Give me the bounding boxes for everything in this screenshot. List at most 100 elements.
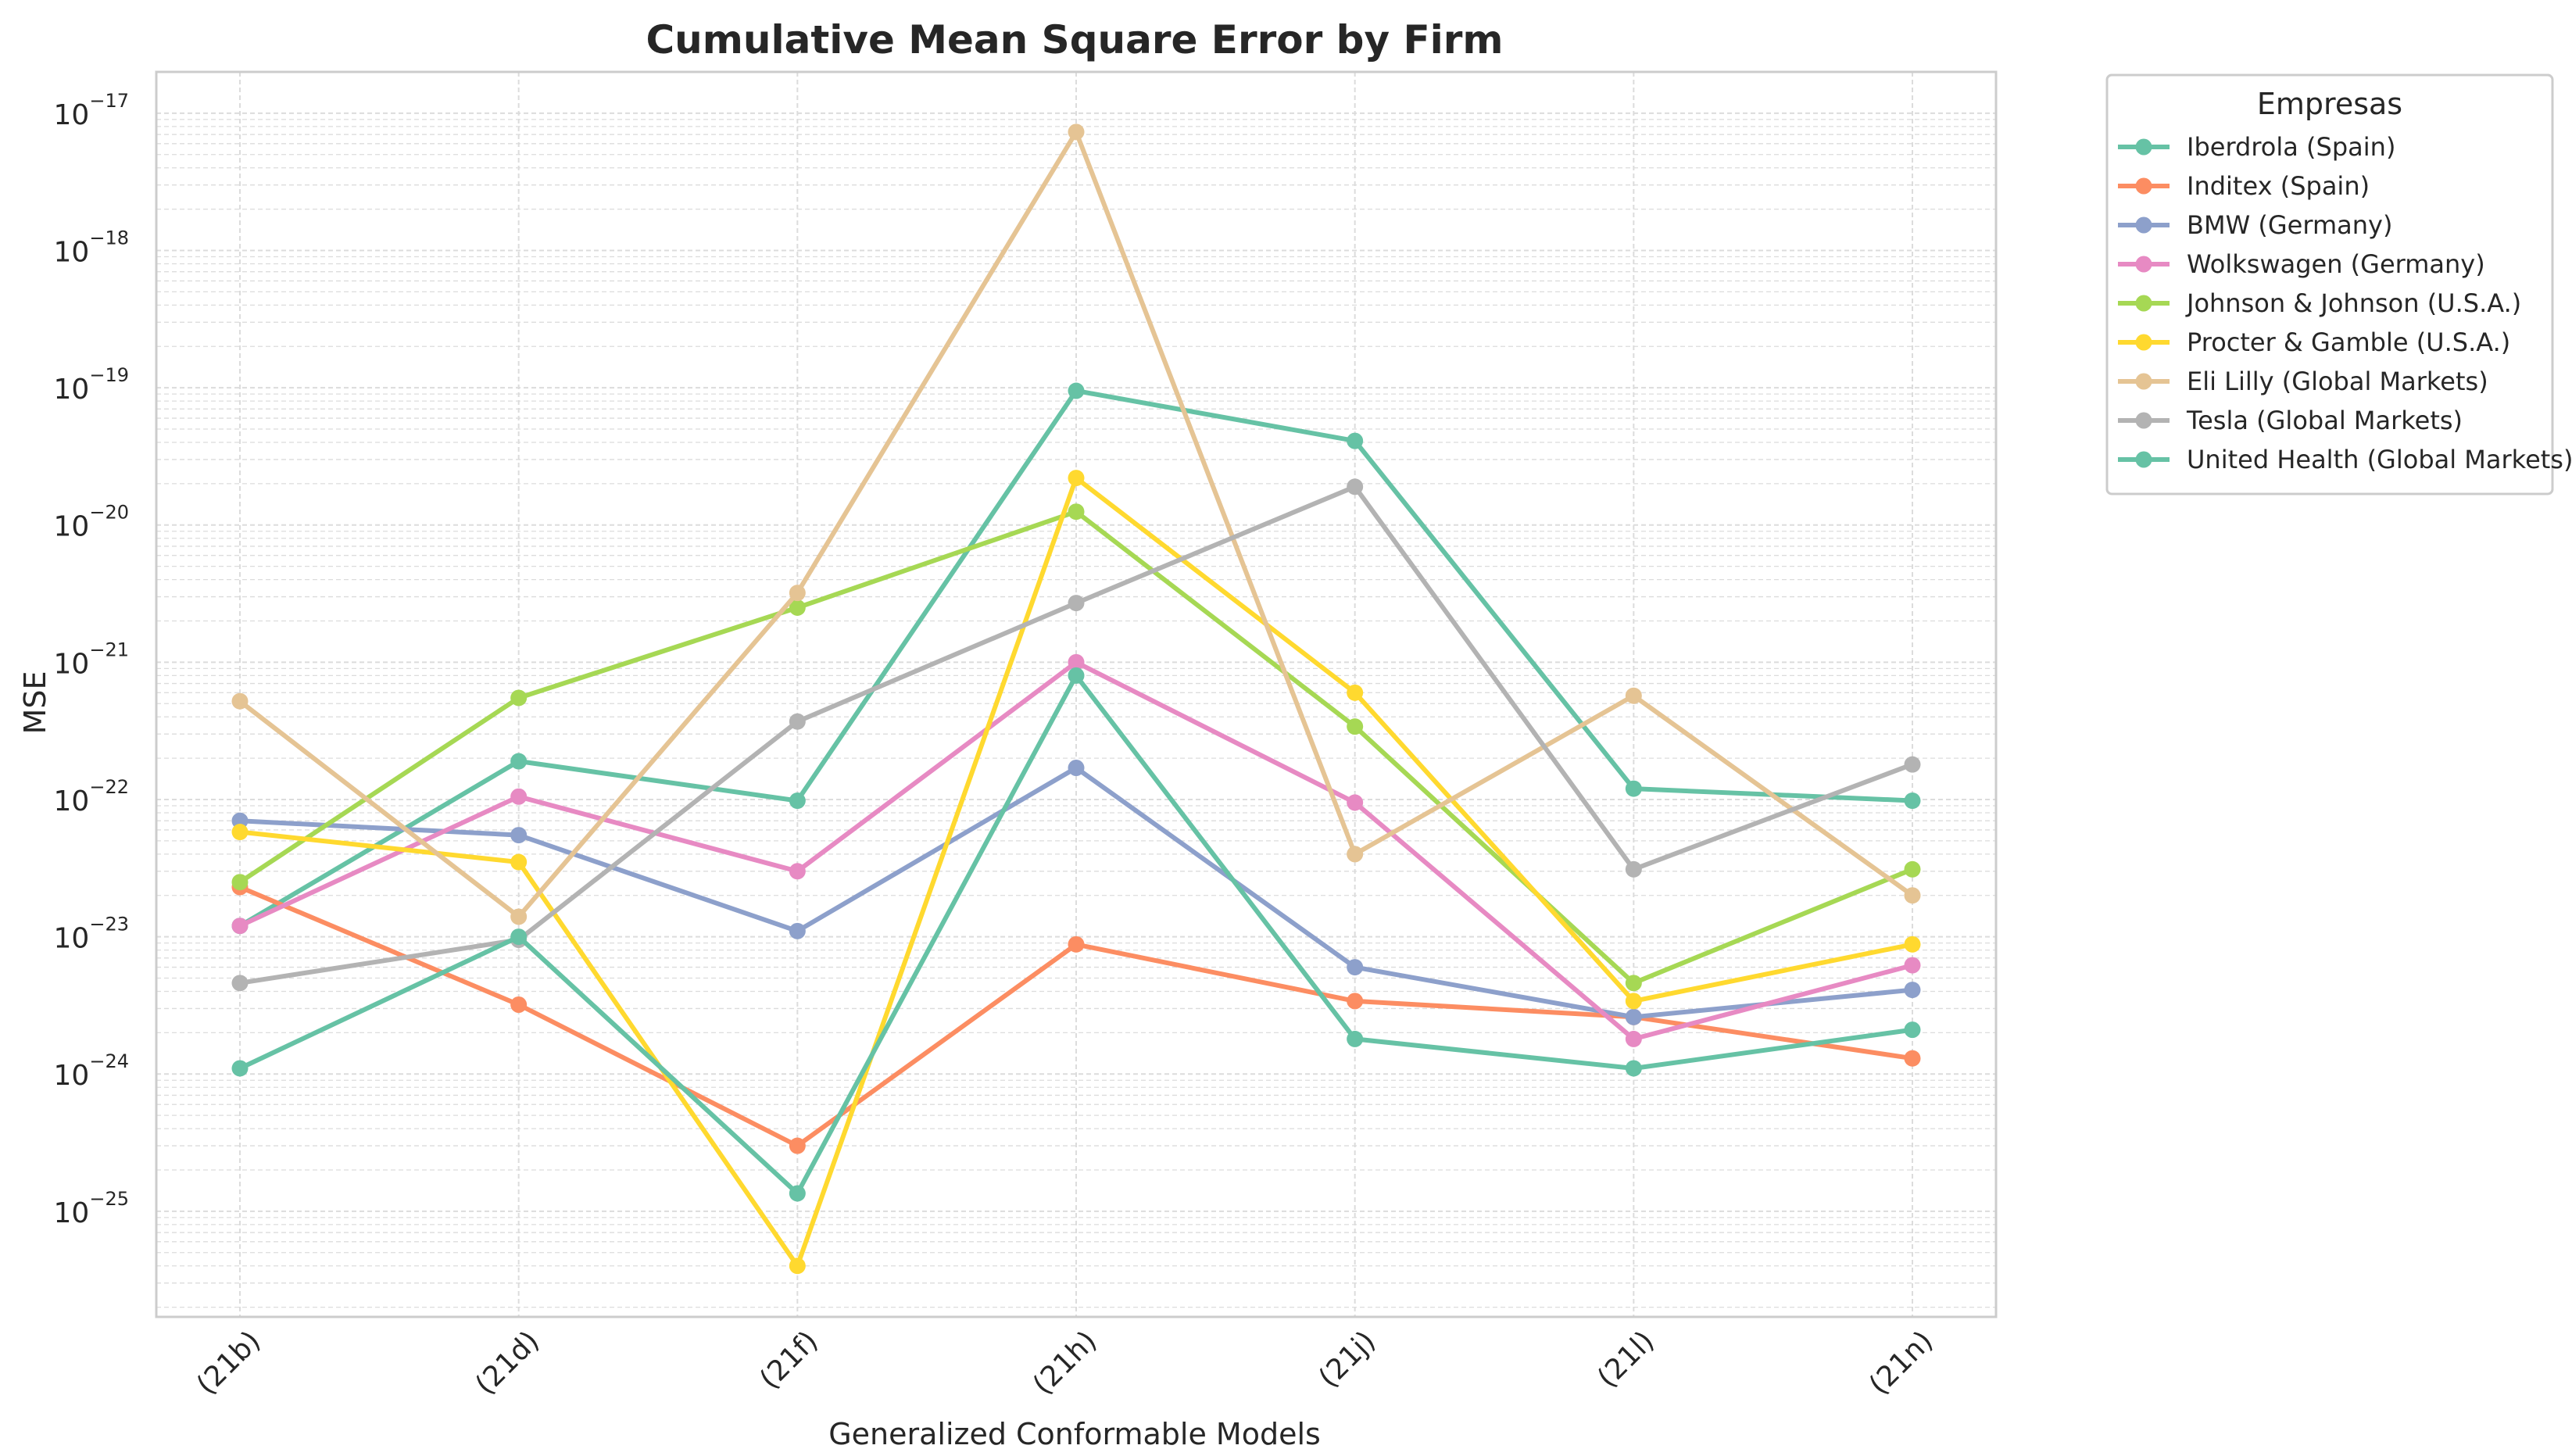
legend-label: Inditex (Spain) xyxy=(2187,171,2370,201)
y-tick-exponent: −17 xyxy=(89,90,129,112)
legend-swatch-marker xyxy=(2135,451,2152,468)
series-7 xyxy=(231,123,1921,925)
data-point xyxy=(1068,595,1085,612)
data-point xyxy=(1625,1060,1642,1077)
data-point xyxy=(1068,382,1085,399)
data-point xyxy=(510,928,528,946)
data-point xyxy=(1347,478,1364,495)
legend-swatch-marker xyxy=(2135,216,2152,234)
data-point xyxy=(1347,432,1364,449)
data-point xyxy=(789,1137,806,1154)
data-point xyxy=(1904,935,1921,953)
data-point xyxy=(789,1185,806,1202)
legend-item: United Health (Global Markets) xyxy=(2118,445,2572,474)
data-point xyxy=(1904,887,1921,904)
data-point xyxy=(231,692,249,710)
data-point xyxy=(1904,1050,1921,1067)
series-5 xyxy=(231,503,1921,992)
y-tick-base: 10 xyxy=(54,785,90,817)
legend-swatch-marker xyxy=(2135,373,2152,390)
legend-swatch-marker xyxy=(2135,295,2152,312)
data-point xyxy=(510,753,528,770)
data-point xyxy=(1347,684,1364,701)
series-group xyxy=(231,123,1921,1275)
data-point xyxy=(1904,957,1921,974)
y-tick-label: 10−18 xyxy=(54,227,129,268)
data-point xyxy=(1625,780,1642,797)
legend-item: Wolkswagen (Germany) xyxy=(2118,249,2485,279)
legend-label: Procter & Gamble (U.S.A.) xyxy=(2187,327,2510,357)
data-point xyxy=(231,975,249,992)
legend-swatch-marker xyxy=(2135,177,2152,195)
data-point xyxy=(510,788,528,805)
y-tick-base: 10 xyxy=(54,374,90,406)
y-axis-label: MSE xyxy=(18,671,52,735)
legend-label: Johnson & Johnson (U.S.A.) xyxy=(2185,288,2521,318)
y-tick-label: 10−21 xyxy=(54,639,129,680)
data-point xyxy=(1347,993,1364,1010)
series-9 xyxy=(231,667,1921,1202)
data-point xyxy=(1068,470,1085,487)
legend-label: United Health (Global Markets) xyxy=(2187,445,2572,474)
legend: Empresas Iberdrola (Spain) Inditex (Spain)… xyxy=(2105,73,2572,495)
y-tick-exponent: −23 xyxy=(89,914,129,935)
y-tick-exponent: −22 xyxy=(89,776,129,798)
data-point xyxy=(789,1257,806,1275)
legend-label: BMW (Germany) xyxy=(2187,210,2392,240)
data-point xyxy=(1347,1030,1364,1047)
plot-area: 10−1710−1810−1910−2010−2110−2210−2310−24… xyxy=(54,70,1998,1401)
series-6 xyxy=(231,470,1921,1275)
legend-item: Tesla (Global Markets) xyxy=(2118,406,2463,435)
data-point xyxy=(510,827,528,844)
data-point xyxy=(789,713,806,730)
data-point xyxy=(1904,860,1921,878)
y-tick-label: 10−17 xyxy=(54,90,129,131)
data-point xyxy=(1625,1008,1642,1025)
data-point xyxy=(510,853,528,871)
y-tick-label: 10−24 xyxy=(54,1050,129,1092)
data-point xyxy=(1625,860,1642,878)
y-tick-base: 10 xyxy=(54,648,90,680)
data-point xyxy=(231,1060,249,1077)
y-tick-label: 10−20 xyxy=(54,502,129,543)
data-point xyxy=(1347,959,1364,976)
y-tick-label: 10−25 xyxy=(54,1188,129,1229)
data-point xyxy=(1068,653,1085,671)
data-point xyxy=(510,996,528,1014)
legend-title: Empresas xyxy=(2257,87,2402,121)
y-tick-base: 10 xyxy=(54,236,90,268)
y-tick-exponent: −25 xyxy=(89,1188,129,1210)
data-point xyxy=(1347,794,1364,811)
data-point xyxy=(1904,1021,1921,1039)
x-axis-label: Generalized Conformable Models xyxy=(828,1417,1321,1451)
legend-swatch-marker xyxy=(2135,138,2152,156)
data-point xyxy=(510,908,528,925)
y-tick-label: 10−19 xyxy=(54,364,129,406)
y-tick-exponent: −24 xyxy=(89,1050,129,1072)
legend-label: Tesla (Global Markets) xyxy=(2186,406,2463,435)
data-point xyxy=(231,874,249,891)
data-point xyxy=(231,824,249,841)
y-tick-base: 10 xyxy=(54,1060,90,1092)
legend-label: Eli Lilly (Global Markets) xyxy=(2187,367,2488,396)
legend-box xyxy=(2105,73,2554,495)
y-ticks: 10−1710−1810−1910−2010−2110−2210−2310−24… xyxy=(54,90,129,1229)
data-point xyxy=(1625,993,1642,1010)
data-point xyxy=(789,599,806,616)
data-point xyxy=(789,922,806,939)
legend-label: Iberdrola (Spain) xyxy=(2187,132,2395,162)
legend-swatch-marker xyxy=(2135,334,2152,351)
legend-item: BMW (Germany) xyxy=(2118,210,2392,240)
data-point xyxy=(1068,123,1085,141)
data-point xyxy=(789,863,806,880)
data-point xyxy=(231,918,249,935)
series-4 xyxy=(231,653,1921,1047)
y-tick-exponent: −19 xyxy=(89,364,129,386)
y-tick-exponent: −18 xyxy=(89,227,129,249)
legend-swatch-marker xyxy=(2135,256,2152,273)
legend-label: Wolkswagen (Germany) xyxy=(2187,249,2485,279)
plot-frame xyxy=(155,70,1998,1318)
data-point xyxy=(1068,667,1085,684)
legend-item: Iberdrola (Spain) xyxy=(2118,132,2395,162)
data-point xyxy=(1347,718,1364,735)
